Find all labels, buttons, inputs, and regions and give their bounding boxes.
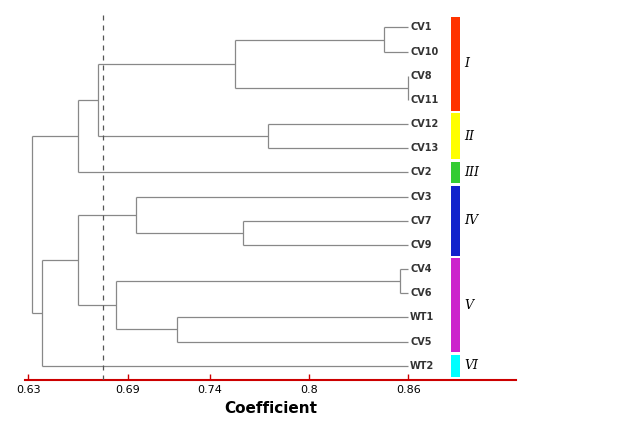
Bar [452, 162, 460, 183]
Text: CV1: CV1 [410, 22, 431, 32]
Text: I: I [465, 57, 470, 70]
Text: CV6: CV6 [410, 288, 431, 298]
Text: CV13: CV13 [410, 143, 438, 153]
Text: CV5: CV5 [410, 337, 431, 346]
Text: CV12: CV12 [410, 119, 438, 129]
Bar [452, 355, 460, 377]
Text: WT2: WT2 [410, 361, 434, 371]
Text: CV7: CV7 [410, 216, 431, 226]
Text: V: V [465, 299, 474, 312]
Text: CV3: CV3 [410, 191, 431, 202]
Text: CV8: CV8 [410, 71, 431, 81]
Text: III: III [465, 166, 479, 179]
Text: CV10: CV10 [410, 47, 438, 57]
Text: CV4: CV4 [410, 264, 431, 274]
Text: II: II [465, 130, 474, 143]
Text: IV: IV [465, 214, 479, 227]
Text: VI: VI [465, 359, 479, 372]
Text: CV2: CV2 [410, 168, 431, 178]
Bar [452, 113, 460, 159]
Text: CV9: CV9 [410, 240, 431, 250]
X-axis label: Coefficient: Coefficient [224, 400, 317, 416]
Text: WT1: WT1 [410, 312, 434, 322]
Bar [452, 186, 460, 256]
Bar [452, 258, 460, 353]
Text: CV11: CV11 [410, 95, 438, 105]
Bar [452, 16, 460, 111]
